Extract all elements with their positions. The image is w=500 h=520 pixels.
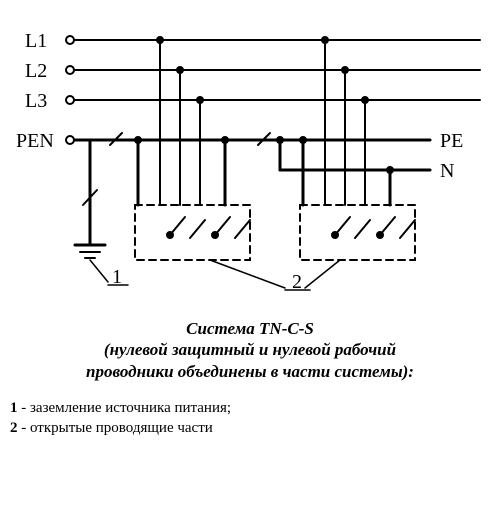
legend: 1 - заземление источника питания; 2 - от… — [10, 400, 490, 437]
leader-2b — [305, 260, 340, 288]
label-l2: L2 — [25, 60, 47, 82]
diagram-title: Система TN-C-S (нулевой защитный и нулев… — [10, 318, 490, 382]
terminal-l2 — [66, 66, 74, 74]
leader-2a — [210, 260, 285, 288]
label-n: N — [440, 160, 454, 182]
legend-item-1-num: 1 — [10, 400, 18, 416]
label-pen: PEN — [16, 130, 54, 152]
consumer-box-2 — [300, 205, 415, 260]
node-b2-l2 — [342, 67, 348, 73]
legend-item-1: 1 - заземление источника питания; — [10, 400, 490, 417]
consumer-box-1 — [135, 205, 250, 260]
legend-item-2: 2 - открытые проводящие части — [10, 420, 490, 437]
node-b1-l1 — [157, 37, 163, 43]
terminal-pen — [66, 136, 74, 144]
callout-2-text: 2 — [292, 271, 302, 293]
legend-item-1-text: - заземление источника питания; — [18, 400, 232, 416]
node-b2-n — [387, 167, 393, 173]
terminal-l1 — [66, 36, 74, 44]
title-line-1: Система TN-C-S — [10, 318, 490, 339]
legend-item-2-num: 2 — [10, 420, 18, 436]
motif-b1-left — [167, 217, 205, 238]
node-b2-pe — [300, 137, 306, 143]
node-b1-l3 — [197, 97, 203, 103]
leader-1 — [90, 260, 108, 282]
node-pen-split — [277, 137, 283, 143]
legend-item-2-text: - открытые проводящие части — [18, 420, 213, 436]
node-b2-l3 — [362, 97, 368, 103]
node-b1-pen-a — [135, 137, 141, 143]
label-pe: PE — [440, 130, 463, 152]
node-b2-l1 — [322, 37, 328, 43]
label-l1: L1 — [25, 30, 47, 52]
callout-1-text: 1 — [112, 266, 122, 288]
motif-b2-left — [332, 217, 370, 238]
tn-c-s-diagram: L1 L2 L3 PEN PE N 1 2 — [10, 10, 490, 300]
motif-b1-right — [212, 217, 250, 238]
motif-b2-right — [377, 217, 415, 238]
label-l3: L3 — [25, 90, 47, 112]
title-line-2: (нулевой защитный и нулевой рабочий — [10, 339, 490, 360]
terminal-l3 — [66, 96, 74, 104]
node-b1-pen-b — [222, 137, 228, 143]
title-line-3: проводники объединены в части системы): — [10, 361, 490, 382]
node-b1-l2 — [177, 67, 183, 73]
